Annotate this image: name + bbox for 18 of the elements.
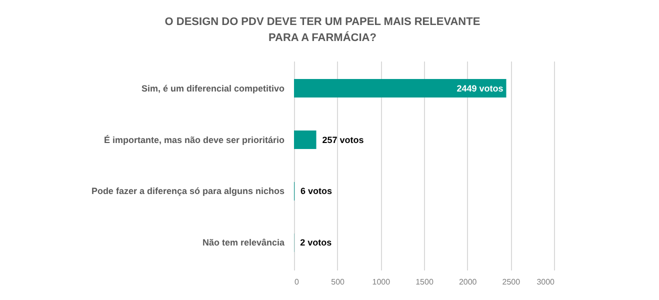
x-tick-label: 2500 xyxy=(502,278,521,286)
data-label: 257 votos xyxy=(322,134,364,145)
y-tick-label: Sim, é um diferencial competitivo xyxy=(141,83,285,94)
data-label: 2449 votos xyxy=(456,83,504,94)
data-label: 2 votos xyxy=(300,238,332,248)
data-label: 6 votos xyxy=(300,186,332,196)
bar xyxy=(294,79,506,98)
y-tick-label: Pode fazer a diferença só para alguns nichos xyxy=(91,186,284,196)
x-tick-label: 2000 xyxy=(458,278,478,286)
y-tick-label: É importante, mas não deve ser prioritário xyxy=(104,134,285,145)
x-tick-label: 3000 xyxy=(536,278,556,286)
y-tick-label: Não tem relevância xyxy=(202,238,286,248)
x-tick-label: 1500 xyxy=(416,278,434,286)
x-tick-label: 0 xyxy=(294,278,300,286)
bar xyxy=(294,130,316,150)
x-tick-label: 1000 xyxy=(372,278,391,286)
x-tick-label: 500 xyxy=(331,278,346,286)
chart-title: O DESIGN DO PDV DEVE TER UM PAPEL MAIS RELEVANTE PARA A FARMÁCIA? xyxy=(164,16,480,44)
